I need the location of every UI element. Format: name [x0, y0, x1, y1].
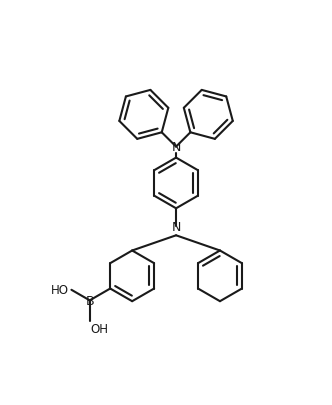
Text: HO: HO	[51, 284, 69, 296]
Text: OH: OH	[91, 322, 109, 335]
Text: N: N	[172, 141, 182, 154]
Text: N: N	[171, 220, 181, 233]
Text: B: B	[85, 294, 94, 307]
